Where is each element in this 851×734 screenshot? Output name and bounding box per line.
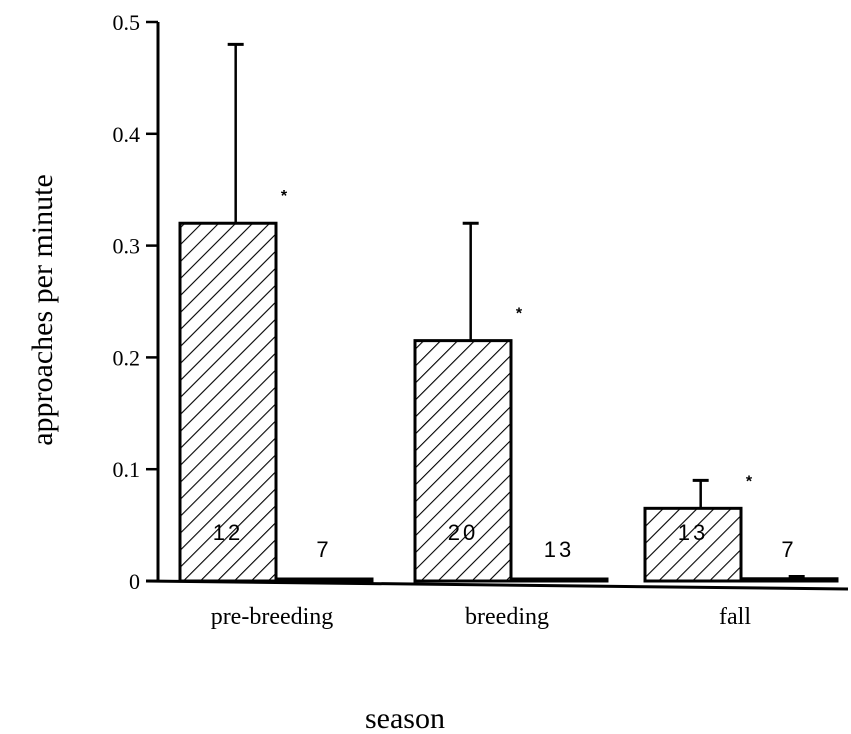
- bars: [178, 42, 839, 583]
- sample-size-label: 12: [213, 520, 243, 545]
- sample-size-label: 13: [678, 520, 708, 545]
- y-tick-label: 0.4: [113, 122, 141, 147]
- y-tick-label: 0.1: [113, 457, 141, 482]
- x-axis-title: season: [365, 702, 445, 734]
- bar-hatched: [643, 506, 743, 583]
- y-tick-label: 0: [129, 569, 140, 594]
- significance-marker: *: [281, 188, 288, 205]
- sample-size-label: 20: [448, 520, 478, 545]
- x-tick-label: fall: [719, 604, 751, 630]
- bar-white: [739, 577, 839, 583]
- x-tick-label: pre-breeding: [211, 604, 334, 630]
- sample-size-label: 7: [781, 537, 796, 562]
- significance-marker: *: [746, 473, 753, 490]
- y-tick-label: 0.3: [113, 234, 141, 259]
- sample-size-label: 7: [316, 537, 331, 562]
- y-tick-label: 0.5: [113, 10, 141, 35]
- bar-hatched: [178, 221, 278, 583]
- bar-white: [274, 577, 374, 583]
- y-axis-title: approaches per minute: [26, 174, 59, 446]
- y-tick-label: 0.2: [113, 345, 141, 370]
- sample-size-label: 13: [544, 537, 574, 562]
- bar-white: [509, 577, 609, 583]
- significance-marker: *: [516, 306, 523, 323]
- bar-hatched: [413, 339, 513, 583]
- y-axis-ticks: 0 0.1 0.2 0.3 0.4 0.5: [113, 10, 158, 594]
- x-tick-label: breeding: [465, 604, 549, 630]
- bar-labels: * 12 7 pre-breeding * 20 13 breeding * 13 7 fall: [211, 188, 796, 630]
